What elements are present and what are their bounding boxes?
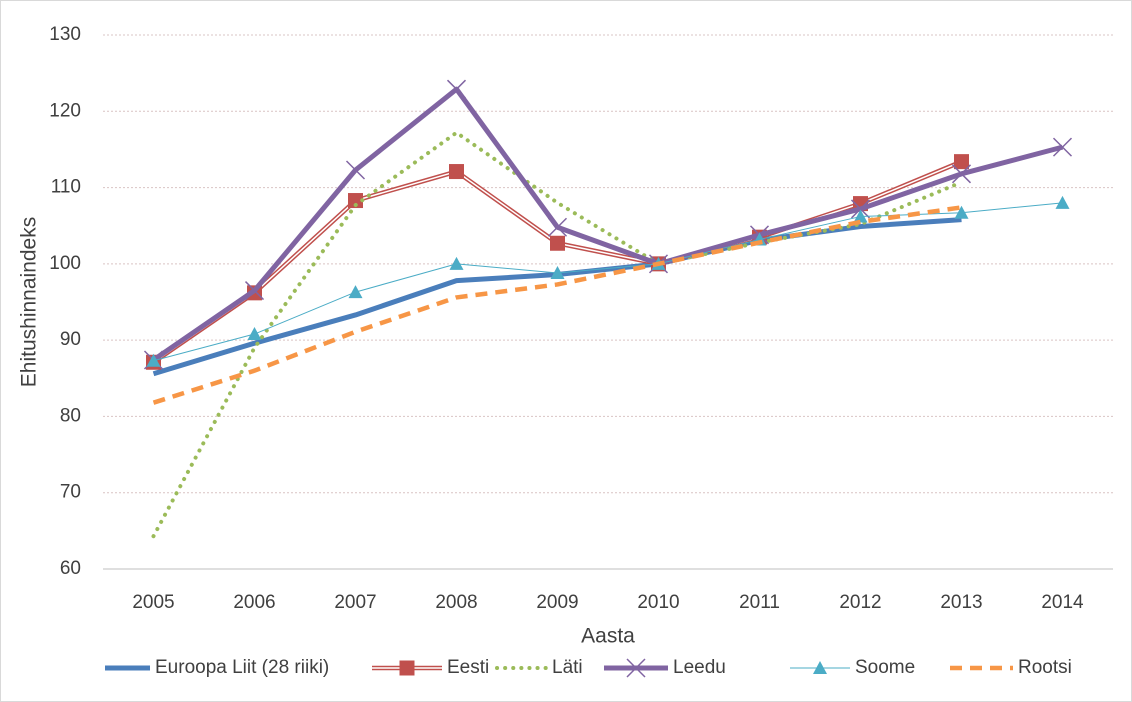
marker-x [547, 217, 568, 237]
marker-x [244, 281, 265, 301]
x-tick-label: 2014 [1041, 592, 1084, 613]
legend-label: Läti [552, 657, 583, 678]
marker-triangle [813, 661, 827, 674]
x-tick-label: 2007 [334, 592, 376, 613]
legend-label: Euroopa Liit (28 riiki) [155, 657, 329, 678]
marker-square [399, 660, 415, 676]
y-axis-title: Ehitushinnaindeks [18, 217, 41, 387]
y-tick-label: 90 [60, 329, 81, 350]
legend-label: Leedu [673, 657, 726, 678]
y-tick-label: 130 [49, 24, 81, 45]
y-tick-label: 120 [49, 100, 81, 121]
x-axis-title: Aasta [581, 625, 635, 648]
marker-x [850, 199, 871, 219]
marker-x [345, 160, 366, 180]
marker-triangle [550, 266, 565, 280]
marker-triangle [348, 285, 363, 299]
x-tick-label: 2008 [435, 592, 477, 613]
marker-square [550, 235, 565, 251]
marker-triangle [449, 256, 464, 270]
x-tick-label: 2012 [839, 592, 881, 613]
y-tick-label: 60 [60, 558, 81, 579]
marker-x [626, 658, 646, 678]
marker-x [446, 79, 467, 99]
x-tick-label: 2013 [940, 592, 982, 613]
series-line [152, 86, 1064, 363]
marker-triangle [1055, 195, 1070, 209]
marker-square [954, 154, 969, 170]
marker-triangle [853, 209, 868, 223]
y-tick-label: 70 [60, 482, 81, 503]
marker-triangle [146, 353, 161, 367]
x-tick-label: 2010 [637, 592, 679, 613]
marker-x [951, 164, 972, 184]
series-line [152, 205, 962, 405]
marker-triangle [954, 205, 969, 219]
marker-x [1052, 137, 1073, 157]
marker-triangle [247, 327, 262, 341]
marker-square [449, 164, 464, 180]
x-tick-label: 2011 [739, 592, 780, 613]
legend-label: Soome [855, 657, 915, 678]
legend-label: Rootsi [1018, 657, 1072, 678]
legend-label: Eesti [447, 657, 489, 678]
y-tick-label: 110 [51, 177, 81, 198]
y-tick-label: 80 [60, 405, 81, 426]
x-tick-label: 2005 [132, 592, 174, 613]
y-tick-label: 100 [49, 253, 81, 274]
x-tick-label: 2009 [536, 592, 578, 613]
x-tick-label: 2006 [233, 592, 275, 613]
